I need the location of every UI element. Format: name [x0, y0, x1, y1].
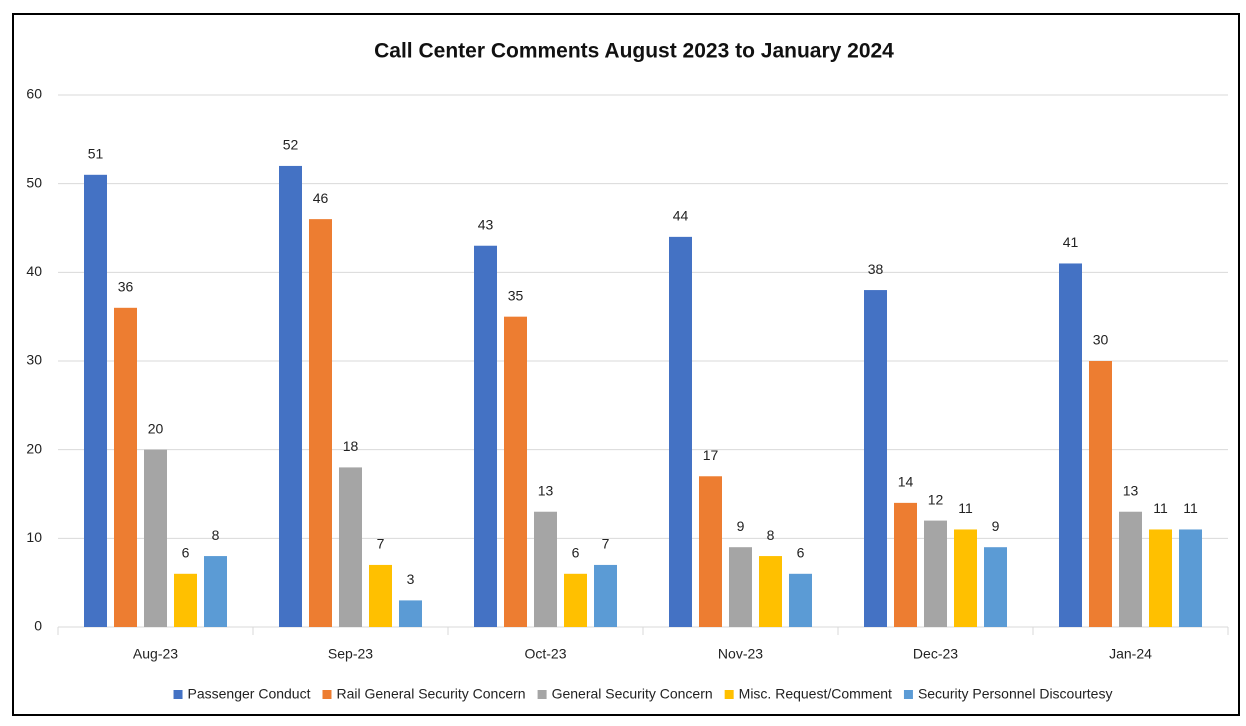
bar [399, 600, 422, 627]
bar [789, 573, 812, 627]
bar [954, 529, 977, 627]
data-label: 6 [182, 545, 190, 561]
data-label: 11 [958, 500, 973, 516]
data-label: 7 [602, 536, 610, 552]
bar [174, 573, 197, 627]
bar [369, 564, 392, 627]
x-tick-label: Nov-23 [718, 646, 763, 662]
bar [669, 236, 692, 627]
bar [144, 449, 167, 627]
data-label: 17 [703, 447, 719, 463]
data-label: 12 [928, 491, 944, 507]
data-label: 38 [868, 261, 884, 277]
data-label: 51 [88, 146, 104, 162]
y-tick-label: 20 [26, 440, 42, 456]
data-label: 6 [797, 545, 805, 561]
y-tick-label: 30 [26, 352, 42, 368]
data-label: 9 [737, 518, 745, 534]
bar [1179, 529, 1202, 627]
data-label: 11 [1153, 500, 1168, 516]
bar [894, 502, 917, 627]
y-tick-label: 50 [26, 174, 42, 190]
data-label: 30 [1093, 332, 1109, 348]
bar [699, 476, 722, 627]
data-label: 36 [118, 279, 134, 295]
y-tick-label: 10 [26, 529, 42, 545]
data-label: 8 [212, 527, 220, 543]
data-label: 9 [992, 518, 1000, 534]
legend-label: Passenger Conduct [188, 686, 311, 702]
x-tick-label: Jan-24 [1109, 646, 1152, 662]
x-tick-label: Aug-23 [133, 646, 178, 662]
bar [279, 165, 302, 627]
x-tick-label: Oct-23 [524, 646, 566, 662]
bar [1119, 511, 1142, 627]
bar [309, 219, 332, 627]
legend-swatch [724, 690, 734, 699]
data-label: 13 [538, 482, 554, 498]
bar [594, 564, 617, 627]
bar [474, 245, 497, 627]
data-label: 8 [767, 527, 775, 543]
x-tick-label: Dec-23 [913, 646, 958, 662]
bar [564, 573, 587, 627]
bar [924, 520, 947, 627]
bar [864, 290, 887, 627]
legend-swatch [537, 690, 547, 699]
chart-title: Call Center Comments August 2023 to Janu… [374, 40, 894, 63]
bar [984, 547, 1007, 627]
data-label: 35 [508, 287, 524, 303]
data-label: 44 [673, 208, 689, 224]
legend-swatch [173, 690, 183, 699]
data-label: 14 [898, 474, 914, 490]
bar [1149, 529, 1172, 627]
legend-swatch [903, 690, 913, 699]
bar [504, 316, 527, 627]
bar [534, 511, 557, 627]
legend-label: Misc. Request/Comment [739, 686, 892, 702]
legend-label: Security Personnel Discourtesy [918, 686, 1113, 702]
data-label: 20 [148, 420, 164, 436]
bar [729, 547, 752, 627]
bar [114, 307, 137, 627]
data-label: 3 [407, 571, 415, 587]
data-label: 7 [377, 536, 385, 552]
bar [1089, 361, 1112, 627]
data-label: 41 [1063, 234, 1079, 250]
data-label: 43 [478, 216, 494, 232]
data-label: 6 [572, 545, 580, 561]
y-tick-label: 0 [34, 618, 42, 634]
data-label: 52 [283, 137, 299, 153]
bar [759, 556, 782, 627]
legend-label: General Security Concern [552, 686, 713, 702]
bar [84, 174, 107, 628]
bar [339, 467, 362, 627]
x-tick-label: Sep-23 [328, 646, 373, 662]
bar [204, 556, 227, 627]
data-label: 46 [313, 190, 329, 206]
legend-swatch [322, 690, 332, 699]
y-tick-label: 40 [26, 263, 42, 279]
data-label: 11 [1183, 500, 1198, 516]
y-tick-label: 60 [26, 86, 42, 102]
data-label: 13 [1123, 482, 1139, 498]
legend-label: Rail General Security Concern [336, 686, 525, 702]
data-label: 18 [343, 438, 359, 454]
bar [1059, 263, 1082, 627]
